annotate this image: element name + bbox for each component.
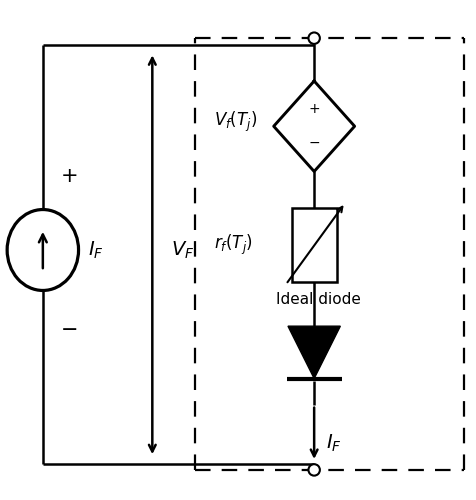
Circle shape xyxy=(308,464,320,475)
Text: $I_F$: $I_F$ xyxy=(88,240,104,260)
Polygon shape xyxy=(288,326,340,378)
Text: $V_F$: $V_F$ xyxy=(171,240,195,260)
Text: $r_f(T_j)$: $r_f(T_j)$ xyxy=(214,233,253,258)
Text: $-$: $-$ xyxy=(308,135,320,149)
Text: Ideal diode: Ideal diode xyxy=(277,292,361,308)
Text: $+$: $+$ xyxy=(308,102,320,116)
Text: $I_F$: $I_F$ xyxy=(326,433,342,454)
Bar xyxy=(291,208,337,282)
Text: $V_f(T_j)$: $V_f(T_j)$ xyxy=(214,110,258,134)
Circle shape xyxy=(308,32,320,44)
Text: $+$: $+$ xyxy=(60,166,78,186)
Text: $-$: $-$ xyxy=(60,319,78,338)
